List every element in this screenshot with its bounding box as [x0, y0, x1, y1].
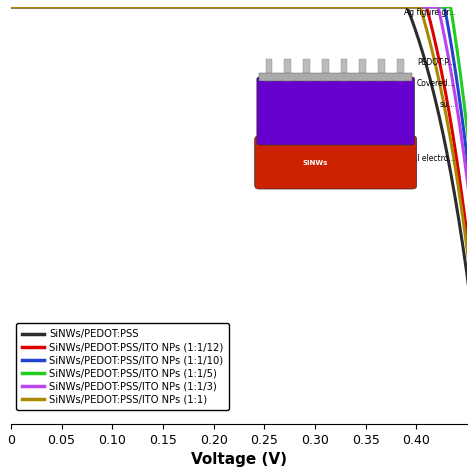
SiNWs/PEDOT:PSS/ITO NPs (1:1/12) [8, 4, 14, 10]
Text: PEDOT:P...: PEDOT:P... [418, 58, 456, 67]
SiNWs/PEDOT:PSS/ITO NPs (1:1) [326, 4, 332, 10]
SiNWs/PEDOT:PSS/ITO NPs (1:1/3) [326, 4, 332, 10]
Line: SiNWs/PEDOT:PSS/ITO NPs (1:1/5): SiNWs/PEDOT:PSS/ITO NPs (1:1/5) [11, 7, 474, 351]
Line: SiNWs/PEDOT:PSS: SiNWs/PEDOT:PSS [11, 7, 474, 424]
SiNWs/PEDOT:PSS/ITO NPs (1:1/5) [130, 4, 136, 10]
Line: SiNWs/PEDOT:PSS/ITO NPs (1:1/12): SiNWs/PEDOT:PSS/ITO NPs (1:1/12) [11, 7, 474, 424]
Legend: SiNWs/PEDOT:PSS, SiNWs/PEDOT:PSS/ITO NPs (1:1/12), SiNWs/PEDOT:PSS/ITO NPs (1:1/: SiNWs/PEDOT:PSS, SiNWs/PEDOT:PSS/ITO NPs… [16, 323, 229, 410]
SiNWs/PEDOT:PSS/ITO NPs (1:1/10) [130, 4, 136, 10]
SiNWs/PEDOT:PSS/ITO NPs (1:1) [224, 4, 229, 10]
SiNWs/PEDOT:PSS/ITO NPs (1:1/10) [8, 4, 14, 10]
SiNWs/PEDOT:PSS/ITO NPs (1:1/3) [367, 4, 373, 10]
SiNWs/PEDOT:PSS [224, 4, 229, 10]
SiNWs/PEDOT:PSS [367, 4, 373, 10]
SiNWs/PEDOT:PSS/ITO NPs (1:1/10) [92, 4, 98, 10]
SiNWs/PEDOT:PSS/ITO NPs (1:1/10) [367, 4, 373, 10]
SiNWs/PEDOT:PSS/ITO NPs (1:1/12) [367, 4, 373, 10]
SiNWs/PEDOT:PSS/ITO NPs (1:1) [367, 4, 373, 10]
SiNWs/PEDOT:PSS [326, 4, 332, 10]
SiNWs/PEDOT:PSS/ITO NPs (1:1/5) [326, 4, 332, 10]
SiNWs/PEDOT:PSS/ITO NPs (1:1/12) [224, 4, 229, 10]
SiNWs/PEDOT:PSS/ITO NPs (1:1/5) [224, 4, 229, 10]
SiNWs/PEDOT:PSS/ITO NPs (1:1/3) [130, 4, 136, 10]
SiNWs/PEDOT:PSS [92, 4, 98, 10]
SiNWs/PEDOT:PSS [289, 4, 294, 10]
SiNWs/PEDOT:PSS/ITO NPs (1:1/3) [224, 4, 229, 10]
SiNWs/PEDOT:PSS/ITO NPs (1:1/3) [289, 4, 294, 10]
SiNWs/PEDOT:PSS/ITO NPs (1:1/12) [130, 4, 136, 10]
SiNWs/PEDOT:PSS/ITO NPs (1:1/5) [92, 4, 98, 10]
SiNWs/PEDOT:PSS/ITO NPs (1:1/3) [8, 4, 14, 10]
Text: su...: su... [440, 100, 456, 109]
SiNWs/PEDOT:PSS/ITO NPs (1:1/5) [8, 4, 14, 10]
Line: SiNWs/PEDOT:PSS/ITO NPs (1:1): SiNWs/PEDOT:PSS/ITO NPs (1:1) [11, 7, 474, 424]
SiNWs/PEDOT:PSS/ITO NPs (1:1/12) [289, 4, 294, 10]
SiNWs/PEDOT:PSS/ITO NPs (1:1) [130, 4, 136, 10]
Text: Al electro...: Al electro... [412, 154, 456, 163]
SiNWs/PEDOT:PSS/ITO NPs (1:1/10) [289, 4, 294, 10]
SiNWs/PEDOT:PSS/ITO NPs (1:1) [8, 4, 14, 10]
SiNWs/PEDOT:PSS/ITO NPs (1:1/5) [367, 4, 373, 10]
SiNWs/PEDOT:PSS/ITO NPs (1:1/10) [224, 4, 229, 10]
Text: Covered...: Covered... [417, 79, 456, 88]
SiNWs/PEDOT:PSS/ITO NPs (1:1/3) [92, 4, 98, 10]
SiNWs/PEDOT:PSS/ITO NPs (1:1/10) [326, 4, 332, 10]
SiNWs/PEDOT:PSS/ITO NPs (1:1) [92, 4, 98, 10]
SiNWs/PEDOT:PSS/ITO NPs (1:1/12) [92, 4, 98, 10]
SiNWs/PEDOT:PSS/ITO NPs (1:1/5) [289, 4, 294, 10]
SiNWs/PEDOT:PSS [130, 4, 136, 10]
SiNWs/PEDOT:PSS/ITO NPs (1:1/12) [326, 4, 332, 10]
Line: SiNWs/PEDOT:PSS/ITO NPs (1:1/3): SiNWs/PEDOT:PSS/ITO NPs (1:1/3) [11, 7, 474, 370]
SiNWs/PEDOT:PSS/ITO NPs (1:1) [289, 4, 294, 10]
Line: SiNWs/PEDOT:PSS/ITO NPs (1:1/10): SiNWs/PEDOT:PSS/ITO NPs (1:1/10) [11, 7, 474, 365]
X-axis label: Voltage (V): Voltage (V) [191, 452, 287, 467]
SiNWs/PEDOT:PSS [8, 4, 14, 10]
Text: Ag figure gr...: Ag figure gr... [404, 8, 456, 17]
